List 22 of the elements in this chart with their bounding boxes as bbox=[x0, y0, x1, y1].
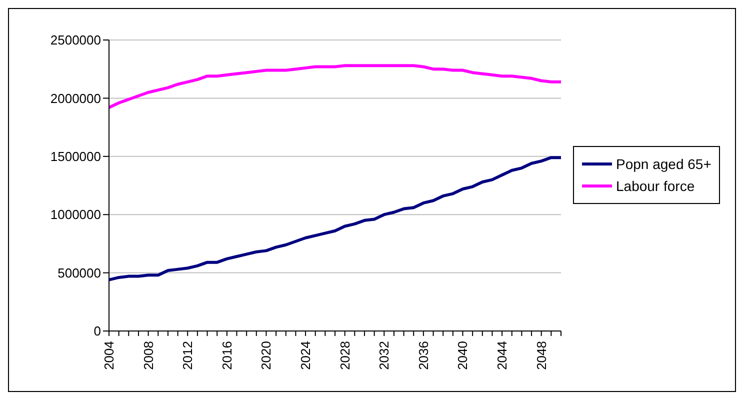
x-tick-label: 2048 bbox=[534, 341, 549, 370]
x-tick-label: 2012 bbox=[180, 341, 196, 370]
y-tick-label: 0 bbox=[94, 324, 101, 339]
line-series bbox=[108, 156, 562, 282]
y-tick-label: 1000000 bbox=[50, 207, 101, 222]
legend-label: Popn aged 65+ bbox=[616, 156, 712, 172]
legend-label: Labour force bbox=[616, 178, 695, 194]
y-tick-label: 500000 bbox=[58, 265, 101, 280]
x-tick-label: 2032 bbox=[376, 341, 392, 370]
y-tick-label: 1500000 bbox=[50, 149, 101, 164]
x-tick-label: 2024 bbox=[298, 341, 314, 370]
x-tick-label: 2044 bbox=[494, 341, 510, 370]
x-tick-label: 2016 bbox=[219, 341, 234, 370]
x-tick-label: 2008 bbox=[140, 341, 156, 370]
x-tick-label: 2040 bbox=[455, 341, 470, 370]
y-tick-label: 2000000 bbox=[50, 90, 101, 106]
x-tick-label: 2028 bbox=[337, 341, 352, 370]
x-tick-label: 2036 bbox=[416, 341, 431, 370]
x-tick-label: 2004 bbox=[102, 341, 116, 370]
line-series bbox=[108, 64, 562, 110]
y-tick-label: 2500000 bbox=[50, 32, 101, 48]
x-tick-label: 2020 bbox=[258, 341, 274, 370]
